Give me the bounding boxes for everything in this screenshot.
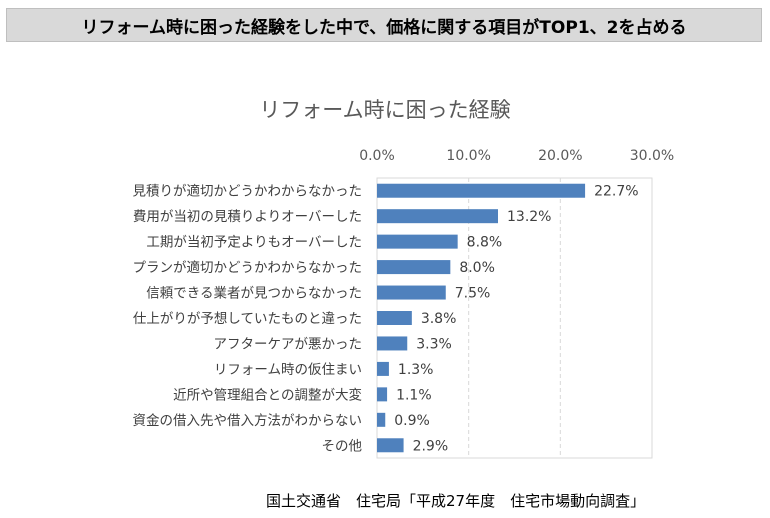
category-label: 近所や管理組合との調整が大変 <box>173 386 362 403</box>
data-label: 3.8% <box>421 311 457 327</box>
category-label: 仕上がりが予想していたものと違った <box>133 311 362 327</box>
bar <box>377 336 408 351</box>
bar <box>377 285 446 300</box>
tick-label: 0.0% <box>359 148 395 164</box>
data-label: 2.9% <box>413 438 449 454</box>
bar <box>377 361 389 376</box>
chart-title: リフォーム時に困った経験 <box>259 98 511 122</box>
data-label: 8.8% <box>467 235 503 251</box>
category-label: 工期が当初予定よりもオーバーした <box>146 234 362 251</box>
data-label: 1.3% <box>398 362 434 378</box>
data-label: 0.9% <box>394 413 430 429</box>
tick-label: 20.0% <box>538 148 582 164</box>
data-label: 7.5% <box>455 286 491 302</box>
bar <box>377 183 586 198</box>
headline-banner: リフォーム時に困った経験をした中で、価格に関する項目がTOP1、2を占める <box>6 8 762 42</box>
source-note: 国土交通省 住宅局「平成27年度 住宅市場動向調査」 <box>266 492 646 510</box>
bar <box>377 412 386 427</box>
bar <box>377 387 388 402</box>
bar <box>377 311 412 325</box>
data-label: 3.3% <box>416 336 452 352</box>
data-label: 1.1% <box>396 387 432 403</box>
category-label: その他 <box>322 438 363 454</box>
category-label: 資金の借入先や借入方法がわからない <box>133 413 363 429</box>
headline-text: リフォーム時に困った経験をした中で、価格に関する項目がTOP1、2を占める <box>81 17 687 38</box>
data-label: 13.2% <box>507 209 551 225</box>
category-label: 信頼できる業者が見つからなかった <box>146 286 362 302</box>
category-label: アフターケアが悪かった <box>214 336 363 352</box>
tick-label: 30.0% <box>630 148 674 164</box>
bar <box>377 209 498 224</box>
category-label: プランが適切かどうかわからなかった <box>133 259 363 276</box>
category-label: リフォーム時の仮住まい <box>214 362 362 378</box>
bar <box>377 234 458 249</box>
data-label: 8.0% <box>459 260 495 276</box>
data-label: 22.7% <box>594 184 638 200</box>
category-label: 見積りが適切かどうかわからなかった <box>133 183 363 200</box>
tick-label: 10.0% <box>446 148 490 164</box>
bar <box>377 260 451 275</box>
bar <box>377 438 404 453</box>
category-label: 費用が当初の見積りよりオーバーした <box>133 208 362 225</box>
